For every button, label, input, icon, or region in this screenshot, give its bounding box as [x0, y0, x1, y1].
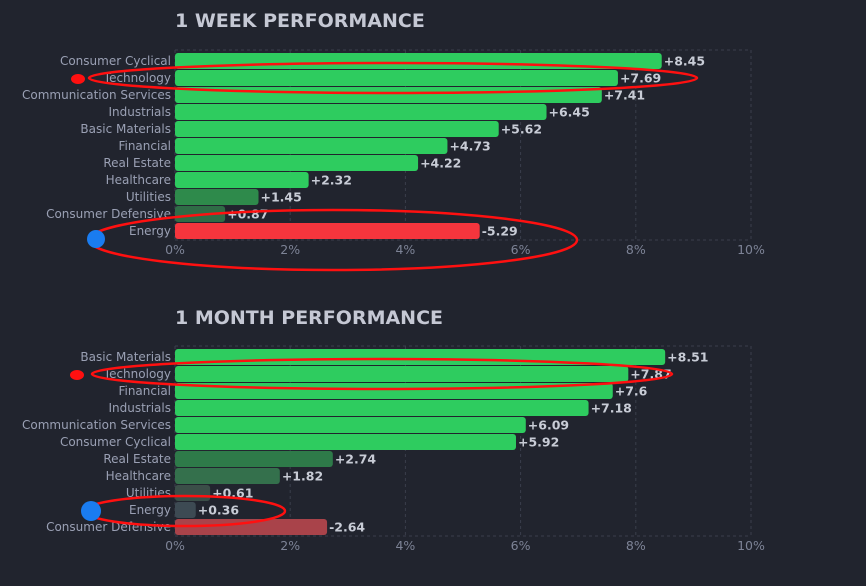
- value-label: +7.18: [591, 401, 632, 416]
- value-label: +8.45: [664, 54, 705, 69]
- value-label: +7.41: [604, 88, 645, 103]
- bar-consumer-defensive: [175, 519, 328, 535]
- bar-real-estate: [175, 451, 333, 467]
- bar-healthcare: [175, 172, 309, 188]
- bar-consumer-defensive: [175, 206, 226, 222]
- category-label: Energy: [129, 224, 171, 238]
- bar-industrials: [175, 104, 547, 120]
- bar-energy: [175, 223, 480, 239]
- bar-utilities: [175, 189, 259, 205]
- value-label: +0.36: [198, 503, 240, 518]
- bar-basic-materials: [175, 121, 499, 137]
- value-label: -2.64: [329, 520, 365, 535]
- category-label: Financial: [118, 384, 171, 398]
- chart-title-week: 1 WEEK PERFORMANCE: [175, 10, 425, 32]
- value-label: -5.29: [482, 224, 518, 239]
- x-tick-label: 8%: [626, 538, 646, 553]
- bar-technology: [175, 70, 618, 86]
- value-label: +2.74: [335, 452, 377, 467]
- category-label: Consumer Cyclical: [60, 54, 171, 68]
- category-label: Consumer Defensive: [46, 520, 171, 534]
- value-label: +7.87: [630, 367, 671, 382]
- category-label: Energy: [129, 503, 171, 517]
- category-label: Basic Materials: [80, 122, 171, 136]
- bar-healthcare: [175, 468, 280, 484]
- x-tick-label: 0%: [165, 538, 185, 553]
- x-tick-label: 6%: [511, 242, 531, 257]
- x-tick-label: 0%: [165, 242, 185, 257]
- bar-communication-services: [175, 417, 526, 433]
- value-label: +2.32: [311, 173, 352, 188]
- value-label: +7.69: [620, 71, 661, 86]
- value-label: +6.45: [549, 105, 590, 120]
- value-label: +1.45: [261, 190, 302, 205]
- category-label: Communication Services: [22, 88, 171, 102]
- x-tick-label: 10%: [737, 538, 765, 553]
- x-tick-label: 6%: [511, 538, 531, 553]
- category-label: Industrials: [108, 401, 171, 415]
- category-label: Real Estate: [103, 156, 171, 170]
- category-label: Utilities: [126, 486, 171, 500]
- value-label: +0.87: [227, 207, 268, 222]
- value-label: +7.6: [615, 384, 648, 399]
- x-tick-label: 4%: [395, 538, 415, 553]
- bar-basic-materials: [175, 349, 666, 365]
- category-label: Utilities: [126, 190, 171, 204]
- bar-financial: [175, 138, 448, 154]
- bar-communication-services: [175, 87, 602, 103]
- x-tick-label: 2%: [280, 242, 300, 257]
- value-label: +8.51: [667, 350, 708, 365]
- category-label: Communication Services: [22, 418, 171, 432]
- value-label: +6.09: [528, 418, 569, 433]
- category-label: Healthcare: [106, 469, 171, 483]
- category-label: Technology: [103, 367, 171, 381]
- category-label: Industrials: [108, 105, 171, 119]
- value-label: +1.82: [282, 469, 323, 484]
- bar-utilities: [175, 485, 211, 501]
- category-label: Financial: [118, 139, 171, 153]
- category-label: Consumer Cyclical: [60, 435, 171, 449]
- category-label: Healthcare: [106, 173, 171, 187]
- value-label: +4.22: [420, 156, 461, 171]
- bar-energy: [175, 502, 196, 518]
- category-label: Technology: [103, 71, 171, 85]
- category-label: Basic Materials: [80, 350, 171, 364]
- x-tick-label: 8%: [626, 242, 646, 257]
- x-tick-label: 10%: [737, 242, 765, 257]
- value-label: +4.73: [449, 139, 490, 154]
- bar-technology: [175, 366, 629, 382]
- category-label: Real Estate: [103, 452, 171, 466]
- bar-financial: [175, 383, 613, 399]
- bar-consumer-cyclical: [175, 53, 662, 69]
- value-label: +0.61: [212, 486, 253, 501]
- category-label: Consumer Defensive: [46, 207, 171, 221]
- bar-industrials: [175, 400, 589, 416]
- x-tick-label: 4%: [395, 242, 415, 257]
- bar-consumer-cyclical: [175, 434, 516, 450]
- value-label: +5.62: [501, 122, 542, 137]
- bar-real-estate: [175, 155, 419, 171]
- value-label: +5.92: [518, 435, 559, 450]
- x-tick-label: 2%: [280, 538, 300, 553]
- chart-title-month: 1 MONTH PERFORMANCE: [175, 307, 444, 329]
